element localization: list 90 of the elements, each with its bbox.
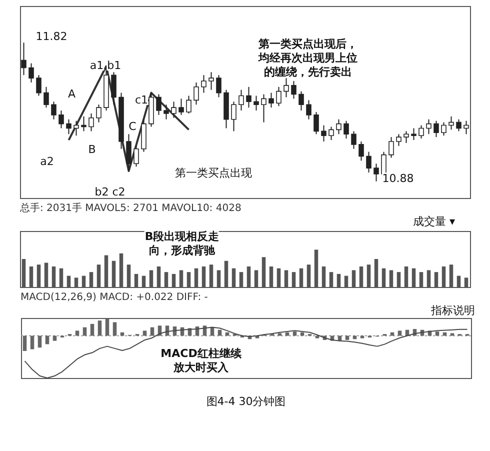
candlestick [74, 120, 79, 136]
candlestick [44, 86, 49, 108]
candlestick [434, 120, 439, 138]
candlestick [231, 101, 236, 132]
candlestick [208, 72, 214, 90]
candlestick [28, 62, 34, 83]
bar [142, 330, 147, 336]
candlestick [358, 141, 364, 162]
text: b2 c2 [94, 185, 126, 198]
candlestick [238, 89, 244, 112]
candlestick [111, 72, 116, 106]
candlestick [164, 104, 169, 120]
candlestick [366, 151, 372, 173]
candlestick [404, 130, 409, 144]
bar [360, 336, 364, 338]
annotation: A [68, 88, 76, 101]
candlestick [36, 74, 42, 96]
candlestick [66, 118, 72, 135]
bar [315, 336, 320, 338]
bar [98, 320, 102, 336]
chart-title: MACD(12,26,9) MACD: +0.022 DIFF: - [20, 292, 208, 303]
candlestick [284, 78, 289, 98]
candlestick [448, 116, 454, 130]
bar [30, 336, 34, 350]
candlestick [374, 163, 379, 182]
annotation: B段出现相反走向，形成背驰 [144, 230, 220, 257]
candlestick [298, 90, 304, 112]
candlestick [178, 98, 184, 116]
candlestick [328, 126, 334, 141]
bar [105, 318, 110, 336]
candlestick [88, 112, 94, 132]
candlestick [426, 118, 432, 135]
bar [75, 330, 80, 336]
candlestick [411, 128, 416, 141]
annotation: a2 [40, 154, 54, 168]
candlestick [418, 124, 424, 140]
bar [45, 336, 50, 344]
caption: 图4-4 30分钟图 [206, 395, 286, 408]
bar [90, 324, 94, 336]
bar [398, 330, 402, 336]
bar [112, 322, 117, 336]
annotation: c1 [134, 93, 148, 106]
candlestick [81, 116, 86, 132]
annotation: C [128, 120, 137, 134]
candlestick [51, 101, 56, 120]
candlestick [254, 95, 259, 112]
candlestick [156, 94, 162, 116]
candlestick [456, 118, 462, 132]
candlestick [291, 80, 296, 100]
candlestick [441, 122, 446, 136]
candlestick [314, 111, 319, 135]
candlestick [58, 110, 64, 129]
bar [22, 336, 27, 351]
candlestick [276, 86, 282, 107]
annotation: 10.88 [382, 172, 414, 186]
candlestick [246, 86, 252, 108]
annotation: 第一类买点出现后，均经再次出现男上位的缠绕，先行卖出 [258, 38, 358, 79]
annotation: 第一类买点出现 [175, 166, 252, 180]
candlestick [321, 124, 326, 142]
candlestick [216, 74, 222, 98]
candlestick [396, 134, 402, 146]
candlestick [344, 120, 349, 140]
candlestick [306, 100, 312, 120]
bar [345, 336, 350, 340]
text: 成交量 ▾ [412, 214, 456, 228]
candlestick [201, 74, 206, 94]
candlestick [268, 92, 274, 108]
bar [352, 336, 357, 340]
bar [278, 333, 282, 336]
bar [38, 336, 42, 348]
candlestick [261, 94, 266, 123]
candlestick [388, 136, 394, 158]
annotation: B [88, 143, 96, 156]
candlestick [96, 104, 102, 123]
text: 指标说明 [430, 304, 475, 317]
annotation: MACD红柱继续放大时买入 [160, 347, 242, 374]
candlestick [186, 95, 192, 114]
candlestick [194, 82, 199, 106]
candlestick [134, 145, 139, 168]
candlestick [126, 134, 132, 172]
candlestick [21, 42, 26, 76]
candlestick [171, 101, 176, 118]
chart-title: 总手: 2031手 MAVOL5: 2701 MAVOL10: 4028 [19, 202, 242, 214]
annotation: a1 b1 [90, 58, 122, 72]
annotation: 11.82 [36, 30, 68, 43]
bar [52, 336, 57, 341]
candlestick [464, 120, 469, 135]
bar [450, 333, 454, 336]
candlestick [351, 130, 356, 150]
candlestick [336, 118, 342, 135]
